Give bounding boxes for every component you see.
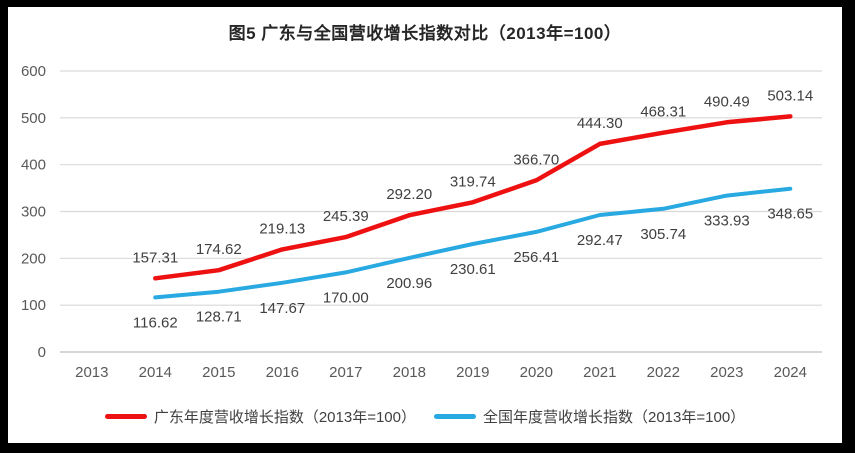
plot-area: 0 100 200 300 400 500 600 2013 2014 2015 2016 2017 2…	[21, 63, 822, 381]
svg-text:333.93: 333.93	[704, 213, 750, 230]
svg-text:170.00: 170.00	[323, 289, 369, 306]
svg-text:500: 500	[21, 110, 46, 127]
chart-title: 图5 广东与全国营收增长指数对比（2013年=100）	[228, 24, 622, 43]
svg-text:200.96: 200.96	[386, 275, 432, 292]
svg-text:2021: 2021	[583, 364, 616, 381]
svg-text:2013: 2013	[75, 364, 108, 381]
svg-text:2024: 2024	[774, 364, 807, 381]
svg-text:2022: 2022	[647, 364, 680, 381]
svg-text:468.31: 468.31	[640, 104, 686, 121]
svg-text:366.70: 366.70	[513, 151, 559, 168]
svg-text:2015: 2015	[202, 364, 235, 381]
svg-text:300: 300	[21, 204, 46, 221]
svg-text:256.41: 256.41	[513, 249, 559, 266]
svg-text:600: 600	[21, 63, 46, 80]
svg-text:503.14: 503.14	[767, 87, 813, 104]
legend-swatch-national	[434, 413, 476, 419]
svg-text:292.20: 292.20	[386, 186, 432, 203]
svg-text:174.62: 174.62	[196, 241, 242, 258]
svg-text:305.74: 305.74	[640, 226, 686, 243]
svg-text:0: 0	[38, 344, 46, 361]
svg-text:444.30: 444.30	[577, 115, 623, 132]
svg-text:2014: 2014	[139, 364, 172, 381]
svg-text:147.67: 147.67	[259, 300, 305, 317]
legend: 广东年度营收增长指数（2013年=100） 全国年度营收增长指数（2013年=1…	[8, 403, 842, 429]
svg-text:2016: 2016	[266, 364, 299, 381]
legend-label-guangdong: 广东年度营收增长指数（2013年=100）	[153, 408, 416, 426]
svg-text:319.74: 319.74	[450, 173, 496, 190]
legend-label-national: 全国年度营收增长指数（2013年=100）	[483, 408, 746, 426]
svg-text:2020: 2020	[520, 364, 553, 381]
svg-text:292.47: 292.47	[577, 232, 623, 249]
svg-text:2019: 2019	[456, 364, 489, 381]
svg-text:348.65: 348.65	[767, 206, 813, 223]
svg-text:100: 100	[21, 297, 46, 314]
svg-text:219.13: 219.13	[259, 220, 305, 237]
svg-text:230.61: 230.61	[450, 261, 496, 278]
chart-canvas: 图5 广东与全国营收增长指数对比（2013年=100） 0 100 200 300 40…	[8, 7, 842, 443]
svg-text:2023: 2023	[710, 364, 743, 381]
svg-text:128.71: 128.71	[196, 309, 242, 326]
legend-swatch-guangdong	[104, 413, 147, 419]
legend-item-national: 全国年度营收增长指数（2013年=100）	[434, 406, 745, 427]
svg-text:2017: 2017	[329, 364, 362, 381]
svg-text:200: 200	[21, 250, 46, 267]
legend-item-guangdong: 广东年度营收增长指数（2013年=100）	[104, 406, 416, 427]
svg-text:157.31: 157.31	[132, 249, 178, 266]
svg-text:116.62: 116.62	[133, 314, 178, 331]
svg-text:2018: 2018	[393, 364, 426, 381]
svg-text:490.49: 490.49	[704, 93, 750, 110]
svg-text:400: 400	[21, 157, 46, 174]
svg-text:245.39: 245.39	[323, 208, 369, 225]
